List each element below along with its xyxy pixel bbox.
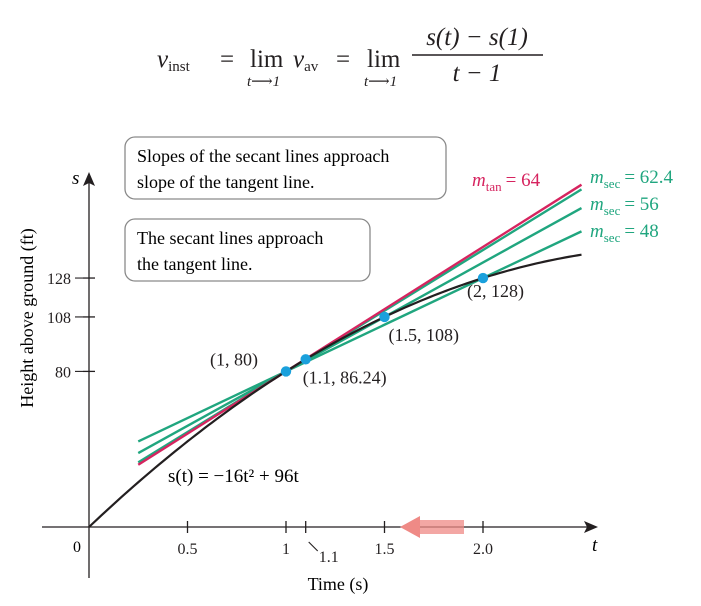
annotation-2-line-2: the tangent line. <box>137 254 252 274</box>
formula-lim-2: lim <box>367 46 401 73</box>
formula-v-av: vav <box>293 46 319 75</box>
y-axis-arrow <box>83 172 95 186</box>
formula-lim-2-sub: t⟶1 <box>364 74 397 86</box>
data-point-label-1: (1.1, 86.24) <box>303 367 387 388</box>
x-tick-label-3: 1.5 <box>375 541 395 558</box>
formula-v-inst: vinst <box>157 46 191 75</box>
formula-lim-1: lim <box>250 46 284 73</box>
approach-arrow-head <box>400 516 420 538</box>
data-point-2 <box>379 311 390 323</box>
annotation-box-1 <box>124 136 447 200</box>
annotation-1-line-1: Slopes of the secant lines approach <box>137 146 389 166</box>
formula-lim-1-sub: t⟶1 <box>247 74 280 86</box>
data-point-label-3: (2, 128) <box>467 281 524 302</box>
y-axis-letter: s <box>72 168 79 189</box>
x-axis-arrow <box>584 521 598 533</box>
x-axis-label: Time (s) <box>308 574 369 595</box>
approach-arrow-body <box>420 520 464 534</box>
tangent-slope-m: m <box>472 170 486 191</box>
formula-equals-1: = <box>220 46 234 73</box>
annotation-1-line-2: slope of the tangent line. <box>137 172 314 192</box>
data-point-3 <box>477 272 489 284</box>
y-tick-label-1: 108 <box>47 310 71 327</box>
annotation-2-line-1: The secant lines approach <box>137 228 323 248</box>
x-tick-label-1: 1 <box>282 541 290 558</box>
x-axis-letter: t <box>592 535 598 556</box>
data-point-0 <box>280 366 292 377</box>
axes <box>42 172 598 578</box>
y-tick-label-2: 128 <box>47 271 71 288</box>
secant-slope-label-2: msec = 56 <box>590 194 659 218</box>
secant-slope-label-1: msec = 62.4 <box>590 167 674 191</box>
secant-slope-label-3: msec = 48 <box>590 221 659 245</box>
formula-equals-2: = <box>336 46 350 73</box>
origin-label: 0 <box>73 539 81 556</box>
tangent-slope-sub: tan <box>486 179 502 194</box>
formula-denominator: t − 1 <box>453 60 502 86</box>
annotation-box-2 <box>124 218 371 282</box>
tangent-slope-value: = 64 <box>506 170 541 191</box>
data-point-label-0: (1, 80) <box>210 349 258 370</box>
curve-label: s(t) = −16t² + 96t <box>168 466 299 487</box>
x-tick-leader-2 <box>308 541 319 552</box>
data-point-1 <box>300 354 311 365</box>
approach-arrow <box>400 516 464 538</box>
secant-line-2 <box>137 206 583 455</box>
position-curve <box>88 253 582 528</box>
x-tick-label-4: 2.0 <box>473 541 493 558</box>
tangent-slope-label: mtan = 64 <box>472 170 541 194</box>
y-axis-label: Height above ground (ft) <box>17 228 38 407</box>
y-tick-label-0: 80 <box>55 364 71 381</box>
velocity-limit-formula: vinst = lim t⟶1 vav = lim t⟶1 s(t) − s(1… <box>157 24 543 86</box>
x-tick-label-0: 0.5 <box>178 541 198 558</box>
tangent-line <box>137 183 583 466</box>
formula-numerator: s(t) − s(1) <box>426 24 528 51</box>
data-point-label-2: (1.5, 108) <box>389 325 460 346</box>
x-tick-label-2: 1.1 <box>319 549 339 566</box>
secant-line-3 <box>137 230 583 443</box>
